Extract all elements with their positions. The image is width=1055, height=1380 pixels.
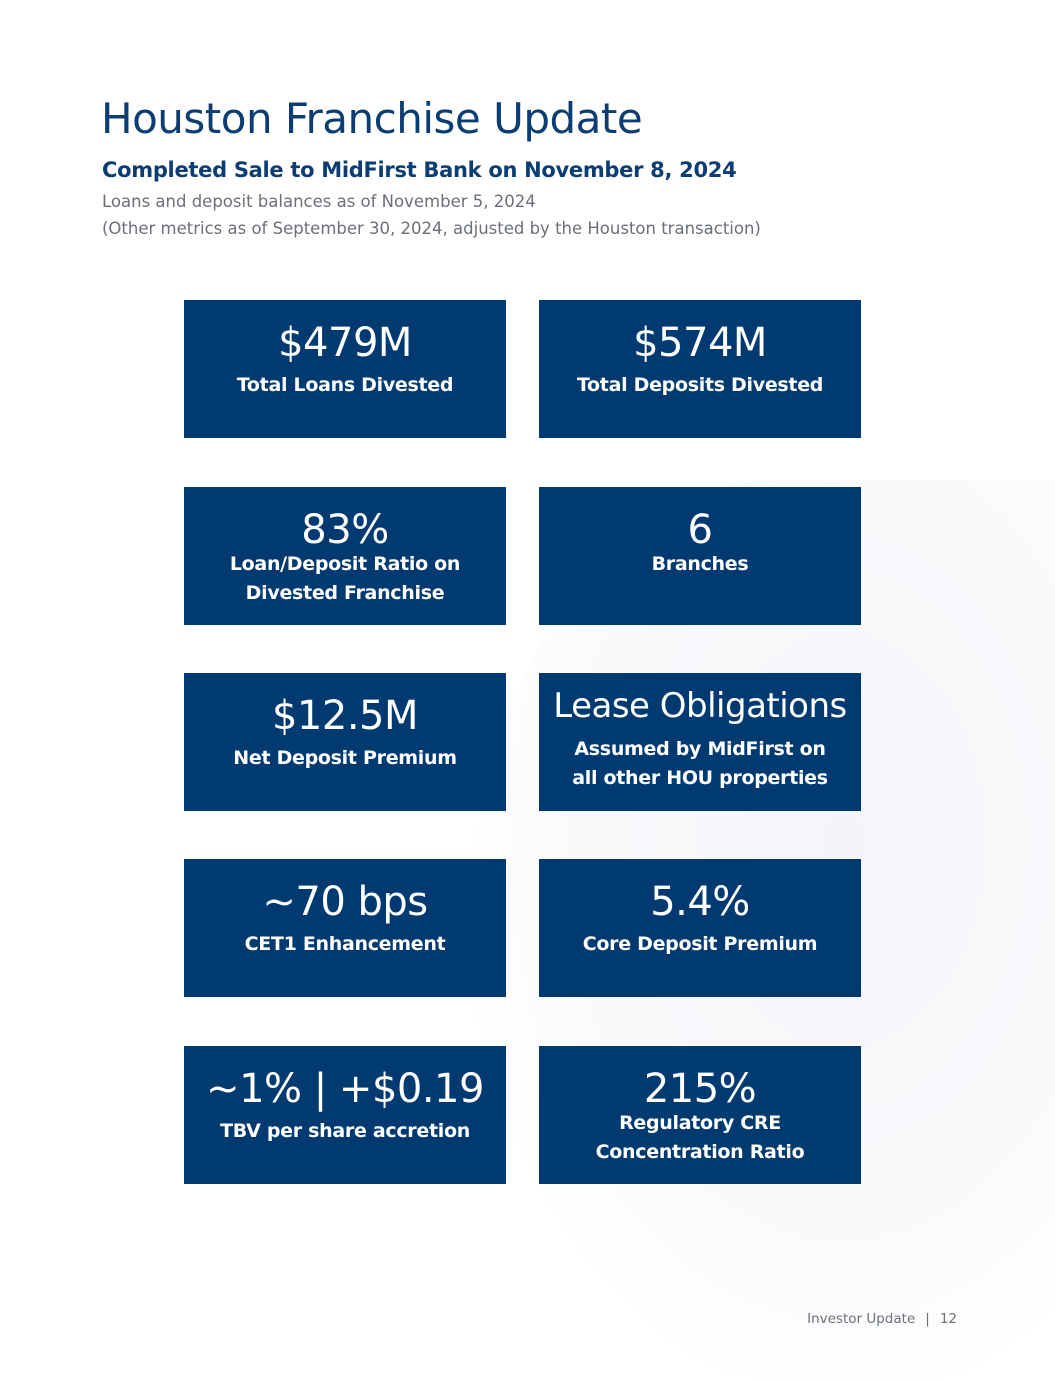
metric-label: Loan/Deposit Ratio on Divested Franchise [194, 550, 496, 608]
metric-tile-lease-obligations: Lease Obligations Assumed by MidFirst on… [539, 673, 861, 811]
footer-separator: | [925, 1311, 930, 1327]
metric-value: $12.5M [271, 693, 419, 739]
metric-tile-total-loans: $479M Total Loans Divested [184, 300, 506, 438]
metric-label: Total Loans Divested [236, 374, 454, 396]
metric-label: Net Deposit Premium [233, 747, 457, 769]
metric-tile-net-deposit-premium: $12.5M Net Deposit Premium [184, 673, 506, 811]
metric-label: Branches [651, 553, 749, 575]
metric-value: 83% [301, 507, 389, 553]
metrics-date-note: (Other metrics as of September 30, 2024,… [102, 219, 761, 238]
metric-label-line: all other HOU properties [572, 767, 828, 789]
page-subtitle: Completed Sale to MidFirst Bank on Novem… [102, 158, 737, 182]
metric-tile-branches: 6 Branches [539, 487, 861, 625]
page-title: Houston Franchise Update [101, 94, 643, 143]
metric-value: $574M [633, 320, 767, 366]
metric-label: Assumed by MidFirst on all other HOU pro… [549, 735, 851, 793]
metric-tile-total-deposits: $574M Total Deposits Divested [539, 300, 861, 438]
metric-value: $479M [278, 320, 412, 366]
metric-label: CET1 Enhancement [244, 933, 446, 955]
metric-label: Regulatory CRE Concentration Ratio [549, 1109, 851, 1167]
metric-label: Core Deposit Premium [582, 933, 818, 955]
metric-tile-tbv-accretion: ~1% | +$0.19 TBV per share accretion [184, 1046, 506, 1184]
metric-label-line: Concentration Ratio [595, 1141, 805, 1163]
metric-label: Total Deposits Divested [576, 374, 824, 396]
metric-value: ~70 bps [262, 879, 428, 925]
metric-value: Lease Obligations [553, 686, 847, 726]
metric-label-line: Regulatory CRE [619, 1112, 781, 1134]
metric-label-line: Assumed by MidFirst on [574, 738, 826, 760]
metric-tile-core-deposit-premium: 5.4% Core Deposit Premium [539, 859, 861, 997]
footer-label: Investor Update [807, 1311, 916, 1327]
page-footer: Investor Update | 12 [807, 1311, 957, 1327]
metric-value: 215% [643, 1066, 757, 1112]
metric-tile-cet1-enhancement: ~70 bps CET1 Enhancement [184, 859, 506, 997]
metric-tile-loan-deposit-ratio: 83% Loan/Deposit Ratio on Divested Franc… [184, 487, 506, 625]
metric-value: 6 [687, 507, 713, 553]
metric-value: 5.4% [650, 879, 750, 925]
metric-label-line: Divested Franchise [245, 582, 445, 604]
metric-label: TBV per share accretion [220, 1120, 470, 1142]
metric-value: ~1% | +$0.19 [206, 1066, 484, 1112]
page-number: 12 [939, 1311, 957, 1327]
metric-tile-cre-concentration: 215% Regulatory CRE Concentration Ratio [539, 1046, 861, 1184]
metric-label-line: Loan/Deposit Ratio on [229, 553, 461, 575]
balance-date-note: Loans and deposit balances as of Novembe… [102, 192, 536, 211]
